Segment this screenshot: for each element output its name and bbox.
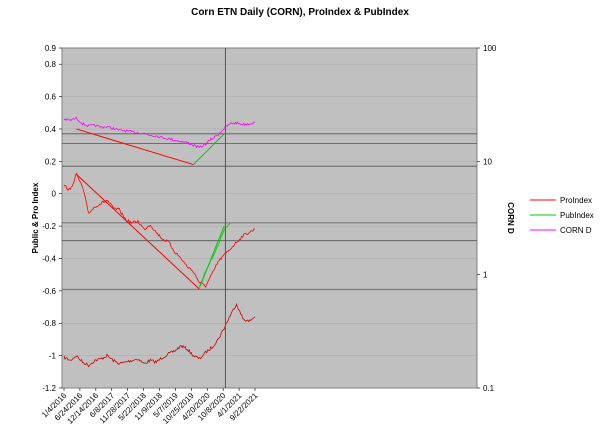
trendline-1 [76,128,194,166]
y2-tick-label-1: 10 [483,157,492,166]
plot-area [61,47,478,389]
trendlines-layer [75,128,225,290]
y2-tick-label-3: 0.1 [483,384,495,393]
series-proindex-line [63,172,256,288]
legend: ProIndex PubIndex CORN D [530,196,594,235]
y-axis-label: Public & Pro Index [31,182,40,253]
legend-label-1: PubIndex [560,211,594,220]
legend-label-0: ProIndex [560,196,592,205]
series-bottom-line [63,302,256,368]
trendline-2 [193,133,225,165]
legend-label-2: CORN D [560,226,592,235]
y2-tick-label-0: 100 [483,44,497,53]
series-corn-line [63,116,256,149]
y-axis-ticks: 0.9 0.8 0.6 0.4 0.2 0 -0.2 -0.4 -0.6 -0.8 -1 -1.2 [42,44,62,393]
y-tick-label-11: -1.2 [42,384,56,393]
x-axis-ticks: 1/4/20166/24/201612/14/20166/8/201711/28… [40,388,260,426]
y2-axis-label: CORN D [506,202,515,234]
trendline-3 [199,225,225,288]
series-layer [63,116,256,368]
y-tick-label-9: -0.8 [42,319,56,328]
y-tick-label-0: 0.9 [45,44,57,53]
y-tick-label-7: -0.4 [42,254,56,263]
y-tick-label-6: -0.2 [42,222,56,231]
chart-title: Corn ETN Daily (CORN), ProIndex & PubInd… [191,7,409,18]
y-tick-label-3: 0.4 [45,125,57,134]
y-tick-label-2: 0.6 [45,93,57,102]
y-tick-label-10: -1 [49,352,57,361]
y2-tick-label-2: 1 [483,271,488,280]
y-tick-label-1: 0.8 [45,60,57,69]
y-tick-label-8: -0.6 [42,287,56,296]
y-tick-label-5: 0 [52,190,57,199]
y-tick-label-4: 0.2 [45,157,57,166]
y2-axis-ticks: 100 10 1 0.1 [477,44,497,393]
trendline-0 [75,173,200,290]
